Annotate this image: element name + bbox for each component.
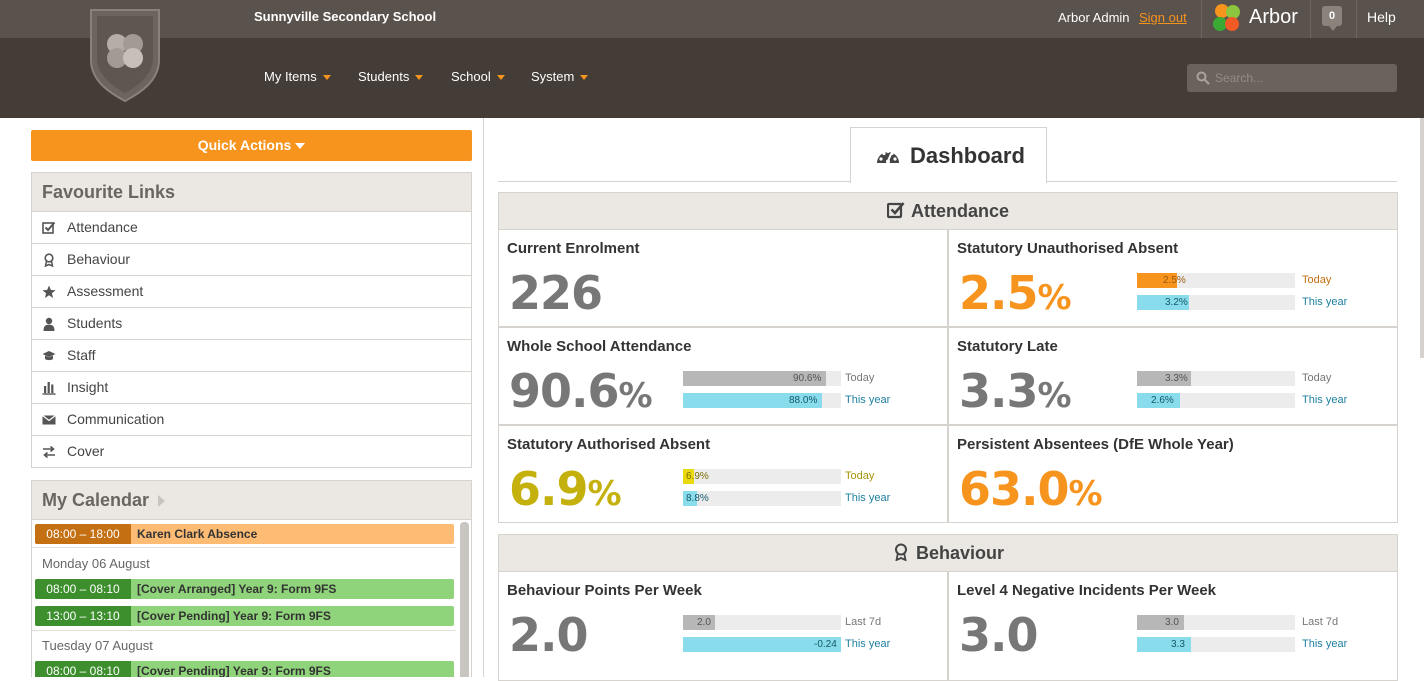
calendar-list: 08:00 – 18:00 Karen Clark Absence Monday…	[31, 520, 472, 677]
calendar-scrollbar[interactable]	[460, 522, 469, 677]
calendar-event[interactable]: 08:00 – 18:00 Karen Clark Absence	[35, 524, 454, 544]
card-statutory-late[interactable]: Statutory Late 3.3% 3.3% Today 2.6% This…	[948, 327, 1398, 425]
tab-dashboard[interactable]: Dashboard	[850, 127, 1047, 183]
help-link[interactable]: Help	[1367, 9, 1396, 25]
award-icon	[894, 543, 907, 561]
kpi-value: 2.0	[509, 608, 588, 662]
last-7d-bar: 2.0	[683, 615, 841, 630]
nav-system[interactable]: System	[531, 69, 589, 84]
card-level-4-negative-incidents[interactable]: Level 4 Negative Incidents Per Week 3.0 …	[948, 571, 1398, 681]
fav-link-insight[interactable]: Insight	[32, 372, 471, 404]
kpi-value: 3.0	[959, 608, 1038, 662]
school-crest-logo[interactable]	[88, 8, 162, 102]
kpi-value: 226	[509, 266, 603, 320]
today-bar: 3.3%	[1137, 371, 1295, 386]
header-divider	[1310, 0, 1311, 38]
page-title: Dashboard	[910, 143, 1025, 168]
card-current-enrolment[interactable]: Current Enrolment 226	[498, 229, 948, 327]
chevron-right-icon[interactable]	[158, 495, 166, 508]
nav-students[interactable]: Students	[358, 69, 424, 84]
kpi-value: 6.9%	[509, 462, 622, 516]
arbor-brand[interactable]: Arbor	[1249, 6, 1298, 28]
fav-link-cover[interactable]: Cover	[32, 436, 471, 468]
award-icon	[44, 253, 54, 267]
this-year-bar: 8.8%	[683, 491, 841, 506]
chevron-down-icon	[322, 75, 331, 81]
school-name: Sunnyville Secondary School	[254, 9, 437, 24]
calendar-date: Monday 06 August	[42, 556, 150, 571]
chevron-down-icon	[580, 75, 589, 81]
this-year-bar: 3.2%	[1137, 295, 1295, 310]
fav-link-staff[interactable]: Staff	[32, 340, 471, 372]
calendar-event[interactable]: 08:00 – 08:10 [Cover Arranged] Year 9: F…	[35, 579, 454, 599]
today-bar: 2.5%	[1137, 273, 1295, 288]
star-icon	[42, 285, 56, 298]
kpi-value: 3.3%	[959, 364, 1072, 418]
card-persistent-absentees[interactable]: Persistent Absentees (DfE Whole Year) 63…	[948, 425, 1398, 523]
this-year-bar: 88.0%	[683, 393, 841, 408]
column-divider	[483, 118, 484, 677]
calendar-date: Tuesday 07 August	[42, 638, 153, 653]
dashboard-gauge-icon	[877, 149, 899, 164]
page-scrollbar[interactable]	[1420, 118, 1424, 358]
exchange-icon	[43, 445, 55, 459]
arbor-logo-icon[interactable]	[1210, 2, 1244, 34]
behaviour-section-header: Behaviour	[498, 534, 1398, 572]
today-bar: 90.6%	[683, 371, 841, 386]
envelope-icon	[42, 415, 56, 425]
fav-link-attendance[interactable]: Attendance	[32, 212, 471, 244]
top-bar	[0, 0, 1424, 38]
search-box[interactable]	[1187, 64, 1397, 92]
header-divider	[1356, 0, 1357, 38]
favourite-links-header: Favourite Links	[31, 172, 472, 212]
check-square-icon	[886, 202, 905, 219]
this-year-bar: 2.6%	[1137, 393, 1295, 408]
nav-bar	[0, 38, 1424, 118]
calendar-event[interactable]: 13:00 – 13:10 [Cover Pending] Year 9: Fo…	[35, 606, 454, 626]
fav-link-assessment[interactable]: Assessment	[32, 276, 471, 308]
user-icon	[43, 317, 55, 331]
my-calendar-header[interactable]: My Calendar	[31, 480, 472, 520]
today-bar: 6.9%	[683, 469, 841, 484]
search-input[interactable]	[1215, 68, 1391, 88]
sign-out-link[interactable]: Sign out	[1139, 10, 1187, 25]
notifications-badge[interactable]: 0	[1322, 6, 1342, 31]
kpi-value: 90.6%	[509, 364, 653, 418]
user-name: Arbor Admin	[1058, 10, 1130, 25]
chevron-down-icon	[496, 75, 505, 81]
card-whole-school-attendance[interactable]: Whole School Attendance 90.6% 90.6% Toda…	[498, 327, 948, 425]
card-statutory-authorised-absent[interactable]: Statutory Authorised Absent 6.9% 6.9% To…	[498, 425, 948, 523]
this-year-bar: 3.3	[1137, 637, 1295, 652]
card-statutory-unauthorised-absent[interactable]: Statutory Unauthorised Absent 2.5% 2.5% …	[948, 229, 1398, 327]
calendar-event[interactable]: 08:00 – 08:10 [Cover Pending] Year 9: Fo…	[35, 661, 454, 677]
nav-school[interactable]: School	[451, 69, 505, 84]
search-icon	[1196, 71, 1210, 85]
kpi-value: 2.5%	[959, 266, 1072, 320]
this-year-bar: -0.24	[683, 637, 841, 652]
caret-down-icon	[295, 143, 306, 150]
quick-actions-button[interactable]: Quick Actions	[31, 130, 472, 161]
card-behaviour-points-per-week[interactable]: Behaviour Points Per Week 2.0 2.0 Last 7…	[498, 571, 948, 681]
graduation-cap-icon	[42, 351, 56, 361]
nav-my-items[interactable]: My Items	[264, 69, 331, 84]
favourite-links-list: Attendance Behaviour Assessment Students…	[31, 212, 472, 468]
attendance-section-header: Attendance	[498, 192, 1398, 230]
header-divider	[1201, 0, 1202, 38]
check-square-icon	[42, 221, 56, 234]
bar-chart-icon	[42, 382, 56, 395]
fav-link-communication[interactable]: Communication	[32, 404, 471, 436]
fav-link-students[interactable]: Students	[32, 308, 471, 340]
chevron-down-icon	[415, 75, 424, 81]
kpi-value: 63.0%	[959, 462, 1103, 516]
fav-link-behaviour[interactable]: Behaviour	[32, 244, 471, 276]
last-7d-bar: 3.0	[1137, 615, 1295, 630]
